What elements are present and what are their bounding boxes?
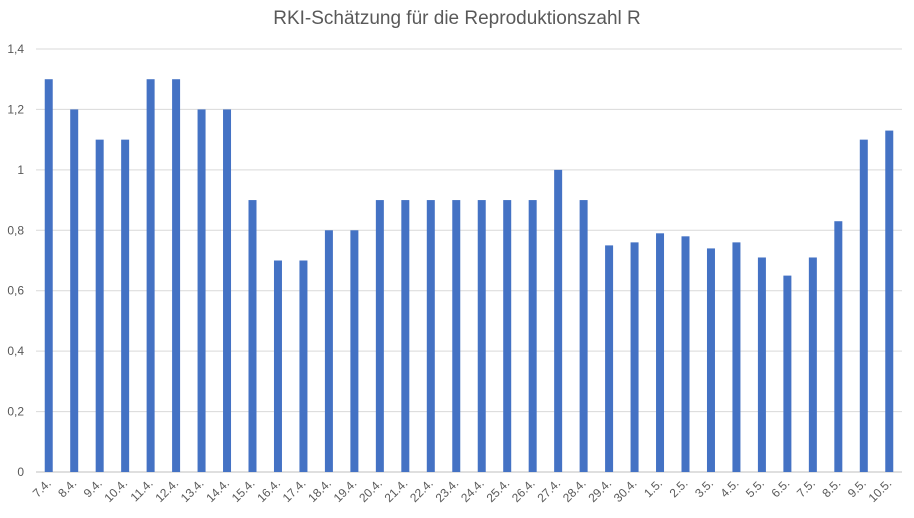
- x-tick-label: 17.4.: [280, 476, 309, 505]
- bar: [299, 260, 308, 472]
- y-tick-label: 1: [17, 163, 24, 177]
- bar: [808, 257, 817, 472]
- x-tick-label: 8.4.: [55, 476, 79, 500]
- x-tick-label: 8.5.: [819, 476, 843, 500]
- x-tick-label: 22.4.: [407, 476, 436, 505]
- x-tick-label: 29.4.: [585, 476, 614, 505]
- x-tick-label: 1.5.: [641, 476, 665, 500]
- x-tick-label: 4.5.: [718, 476, 742, 500]
- x-tick-label: 19.4.: [331, 476, 360, 505]
- x-tick-label: 21.4.: [382, 476, 411, 505]
- bar: [121, 139, 130, 472]
- bar: [426, 200, 435, 473]
- bar: [503, 200, 512, 473]
- bar: [70, 109, 79, 472]
- bar: [656, 233, 665, 472]
- y-tick-label: 0,4: [7, 344, 24, 358]
- bar: [706, 248, 715, 472]
- x-tick-label: 3.5.: [692, 476, 716, 500]
- x-tick-label: 7.4.: [30, 476, 54, 500]
- bar: [44, 79, 53, 472]
- x-tick-label: 6.5.: [768, 476, 792, 500]
- bar: [605, 245, 614, 472]
- bar: [630, 242, 639, 472]
- bar: [554, 169, 563, 472]
- bar: [197, 109, 206, 472]
- bar: [375, 200, 384, 473]
- bar: [172, 79, 181, 472]
- chart-title: RKI-Schätzung für die Reproduktionszahl …: [273, 8, 641, 29]
- bar: [223, 109, 232, 472]
- bar: [732, 242, 741, 472]
- y-tick-label: 0,6: [7, 284, 24, 298]
- x-tick-label: 10.5.: [866, 476, 895, 505]
- x-tick-label: 14.4.: [203, 476, 232, 505]
- x-tick-label: 26.4.: [509, 476, 538, 505]
- x-tick-label: 12.4.: [152, 476, 181, 505]
- x-tick-label: 11.4.: [128, 476, 156, 504]
- y-tick-label: 1,4: [7, 42, 24, 56]
- x-tick-label: 9.5.: [845, 476, 869, 500]
- y-tick-label: 1,2: [7, 102, 24, 116]
- x-tick-label: 5.5.: [743, 476, 767, 500]
- x-tick-label: 28.4.: [560, 476, 589, 505]
- x-tick-label: 2.5.: [667, 476, 691, 500]
- x-tick-label: 18.4.: [305, 476, 334, 505]
- x-tick-labels: 7.4. 8.4. 9.4.10.4.11.4.12.4.13.4.14.4.15.…: [30, 476, 895, 505]
- x-tick-label: 27.4.: [534, 476, 563, 505]
- bar: [324, 230, 333, 472]
- bar: [452, 200, 461, 473]
- bar: [859, 139, 868, 472]
- bar: [681, 236, 690, 472]
- bar: [528, 200, 537, 473]
- x-tick-label: 15.4.: [229, 476, 258, 505]
- x-tick-label: 25.4.: [484, 476, 513, 505]
- grid-layer: [36, 48, 902, 473]
- x-tick-label: 30.4.: [611, 476, 640, 505]
- x-tick-label: 24.4.: [458, 476, 487, 505]
- bar: [146, 79, 155, 472]
- y-tick-labels: 0 0,2 0,4 0,6 0,8 1 1,2 1,4: [7, 42, 24, 479]
- bar: [350, 230, 359, 472]
- bar: [95, 139, 104, 472]
- bar: [248, 200, 257, 473]
- bar: [757, 257, 766, 472]
- y-tick-label: 0,2: [7, 405, 24, 419]
- bars: [44, 79, 894, 473]
- x-tick-label: 7.5.: [794, 476, 818, 500]
- bar: [885, 130, 894, 473]
- x-tick-label: 9.4.: [81, 476, 105, 500]
- x-tick-label: 13.4.: [178, 476, 207, 505]
- bar: [273, 260, 282, 472]
- x-tick-label: 16.4.: [254, 476, 283, 505]
- x-tick-label: 23.4.: [433, 476, 462, 505]
- x-tick-label: 10.4.: [101, 476, 130, 505]
- bar: [579, 200, 588, 473]
- y-tick-label: 0: [17, 465, 24, 479]
- bar: [401, 200, 410, 473]
- x-tick-label: 20.4.: [356, 476, 385, 505]
- bar: [477, 200, 486, 473]
- y-tick-label: 0,8: [7, 223, 24, 237]
- bar: [783, 275, 792, 472]
- bar: [834, 221, 843, 472]
